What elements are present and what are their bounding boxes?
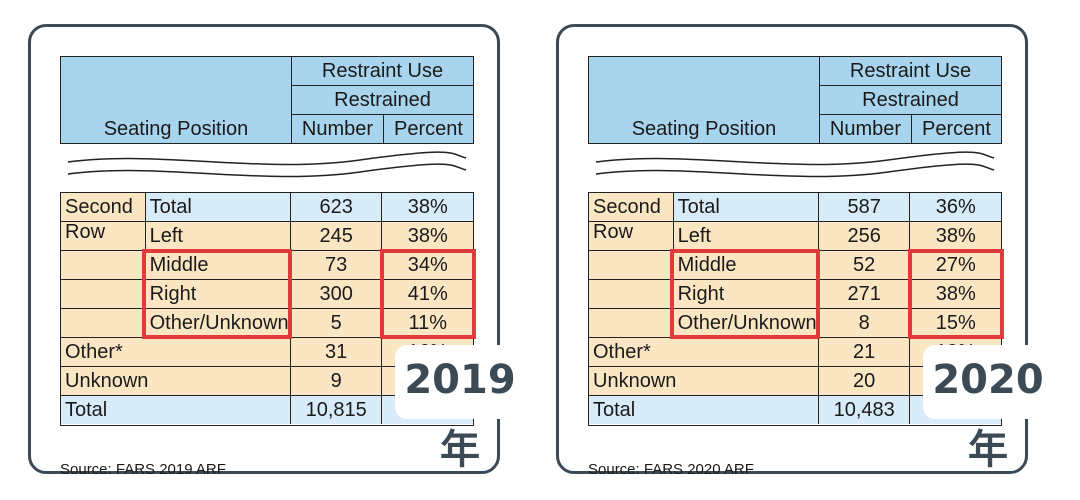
year-badge: 2020年 (923, 345, 1053, 473)
panel-2019: Seating Position Restraint Use Restraine… (28, 24, 525, 478)
unknown-number: 20 (817, 367, 910, 395)
row-number: 300 (289, 280, 382, 308)
row-number: 73 (289, 251, 382, 279)
row-label: Other/Unknown (144, 309, 290, 337)
total-number: 10,815 (289, 396, 382, 424)
highlight-percent-box (380, 249, 476, 339)
row-number: 8 (817, 309, 910, 337)
unknown-label: Unknown (61, 367, 290, 395)
row-percent: 38% (909, 222, 1001, 250)
unknown-number: 9 (289, 367, 382, 395)
unknown-label: Unknown (589, 367, 818, 395)
row-percent: 41% (381, 280, 473, 308)
second-row-label-1: Second (61, 193, 145, 221)
other-number: 31 (289, 338, 382, 366)
row-number: 587 (817, 193, 910, 221)
year-badge: 2019年 (395, 345, 525, 473)
source-note: Source: FARS 2020 ARF (588, 461, 754, 478)
row-percent: 38% (909, 280, 1001, 308)
row-number: 623 (289, 193, 382, 221)
row-label: Left (144, 222, 290, 250)
header-seating-position: Seating Position (631, 118, 777, 140)
row-number: 256 (817, 222, 910, 250)
restraint-table-2020: Seating Position Restraint Use Restraine… (588, 56, 1004, 478)
row-number: 5 (289, 309, 382, 337)
row-label: Left (672, 222, 818, 250)
header-restrained: Restrained (291, 86, 473, 115)
row-percent: 11% (381, 309, 473, 337)
other-number: 21 (817, 338, 910, 366)
header-restraint-use: Restraint Use (819, 57, 1001, 86)
other-label: Other* (61, 338, 290, 366)
table-header: Seating Position Restraint Use Restraine… (588, 56, 1002, 144)
highlight-percent-box (908, 249, 1004, 339)
row-percent: 15% (909, 309, 1001, 337)
row-percent: 27% (909, 251, 1001, 279)
header-percent: Percent (383, 115, 473, 143)
row-percent: 38% (381, 222, 473, 250)
header-percent: Percent (911, 115, 1001, 143)
total-label: Total (589, 396, 818, 424)
row-percent: 34% (381, 251, 473, 279)
row-label: Total (672, 193, 818, 221)
highlight-labels-box (670, 249, 820, 339)
row-label: Right (672, 280, 818, 308)
row-label: Total (144, 193, 290, 221)
row-percent: 36% (909, 193, 1001, 221)
row-label: Middle (672, 251, 818, 279)
row-label: Right (144, 280, 290, 308)
highlight-labels-box (142, 249, 292, 339)
other-label: Other* (589, 338, 818, 366)
row-label: Middle (144, 251, 290, 279)
header-number: Number (819, 115, 911, 143)
restraint-table-2019: Seating Position Restraint Use Restraine… (60, 56, 476, 478)
second-row-label-1: Second (589, 193, 673, 221)
second-row-label-2: Row (589, 222, 673, 250)
header-number: Number (291, 115, 383, 143)
row-number: 245 (289, 222, 382, 250)
omission-wave-icon (67, 151, 467, 178)
row-label: Other/Unknown (672, 309, 818, 337)
row-number: 52 (817, 251, 910, 279)
total-label: Total (61, 396, 290, 424)
header-restrained: Restrained (819, 86, 1001, 115)
table-body: Second Total 587 36% Row Left 256 38% Mi… (588, 192, 1002, 426)
header-restraint-use: Restraint Use (291, 57, 473, 86)
source-note: Source: FARS 2019 ARF (60, 461, 226, 478)
panel-2020: Seating Position Restraint Use Restraine… (556, 24, 1053, 478)
header-seating-position: Seating Position (103, 118, 249, 140)
second-row-label-2: Row (61, 222, 145, 250)
omission-wave-icon (595, 151, 995, 178)
row-number: 271 (817, 280, 910, 308)
table-header: Seating Position Restraint Use Restraine… (60, 56, 474, 144)
row-percent: 38% (381, 193, 473, 221)
total-number: 10,483 (817, 396, 910, 424)
